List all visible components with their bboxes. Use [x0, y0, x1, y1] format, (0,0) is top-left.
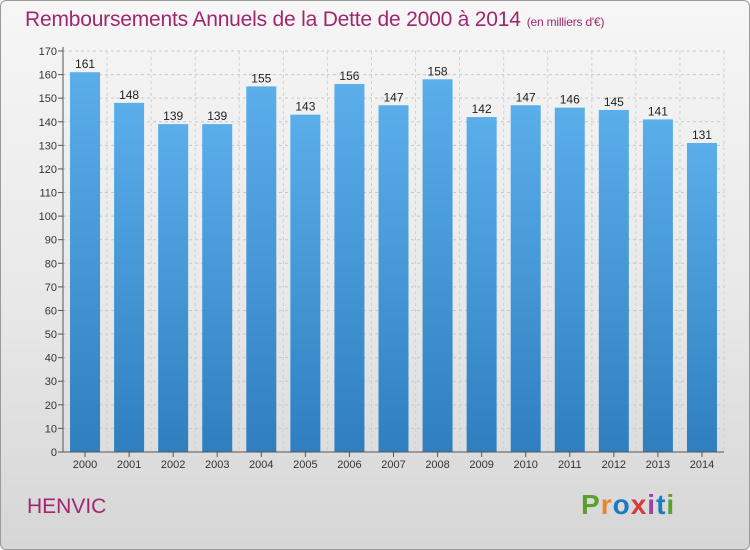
x-tick-label-2010: 2010 — [513, 459, 537, 471]
bar-2005[interactable] — [290, 114, 321, 452]
x-tick-label-2014: 2014 — [690, 459, 714, 471]
logo-letter-2: o — [612, 489, 631, 520]
logo-letter-4: i — [647, 489, 657, 520]
y-tick-label-40: 40 — [45, 353, 57, 365]
x-tick-label-2003: 2003 — [205, 459, 229, 471]
y-tick-label-90: 90 — [45, 235, 57, 247]
value-label-2001: 148 — [119, 88, 139, 102]
logo-letter-5: t — [656, 489, 667, 520]
y-tick-label-120: 120 — [39, 164, 57, 176]
y-tick-label-60: 60 — [45, 305, 57, 317]
y-tick-label-100: 100 — [39, 211, 57, 223]
x-tick-label-2001: 2001 — [117, 459, 141, 471]
bar-2012[interactable] — [598, 109, 629, 453]
x-tick-label-2008: 2008 — [425, 459, 449, 471]
y-tick-label-110: 110 — [39, 188, 57, 200]
value-label-2011: 146 — [560, 93, 580, 107]
y-tick-label-20: 20 — [45, 400, 57, 412]
x-tick-label-2013: 2013 — [646, 459, 670, 471]
logo-letter-6: i — [666, 489, 676, 520]
y-tick-label-80: 80 — [45, 258, 57, 270]
value-label-2009: 142 — [472, 102, 492, 116]
bar-2008[interactable] — [422, 79, 453, 453]
x-tick-label-2009: 2009 — [469, 459, 493, 471]
y-tick-label-10: 10 — [45, 423, 57, 435]
bar-2014[interactable] — [686, 142, 717, 452]
logo-letter-0: P — [581, 489, 601, 520]
bar-2010[interactable] — [510, 105, 541, 453]
value-label-2012: 145 — [604, 95, 624, 109]
bar-2011[interactable] — [554, 107, 585, 453]
bars-layer: 161 148 139 139 155 143 156 147 158 142 147 146 145 1… — [70, 57, 717, 453]
axis-layer: 0 10 20 30 40 50 60 70 80 90 100 110 120 130 140 150 160… — [39, 46, 724, 471]
value-label-2003: 139 — [207, 109, 227, 123]
y-tick-label-150: 150 — [39, 93, 57, 105]
value-label-2013: 141 — [648, 104, 668, 118]
bar-2009[interactable] — [466, 117, 497, 452]
x-tick-label-2005: 2005 — [293, 459, 317, 471]
bar-2000[interactable] — [70, 72, 101, 453]
value-label-2002: 139 — [163, 109, 183, 123]
y-tick-label-130: 130 — [39, 140, 57, 152]
y-tick-label-0: 0 — [51, 447, 57, 459]
value-label-2000: 161 — [75, 57, 95, 71]
bar-2013[interactable] — [642, 119, 673, 452]
chart-title: Remboursements Annuels de la Dette de 20… — [25, 8, 604, 32]
logo-letter-3: x — [630, 489, 648, 520]
value-label-2004: 155 — [251, 71, 271, 85]
commune-name: HENVIC — [27, 495, 107, 518]
bar-2001[interactable] — [114, 102, 145, 453]
value-label-2006: 156 — [339, 69, 359, 83]
value-label-2005: 143 — [295, 100, 315, 114]
value-label-2008: 158 — [428, 64, 448, 78]
x-tick-label-2000: 2000 — [73, 459, 97, 471]
logo-letter-1: r — [600, 489, 613, 520]
bar-2007[interactable] — [378, 105, 409, 453]
y-tick-label-160: 160 — [39, 70, 57, 82]
y-tick-label-70: 70 — [45, 282, 57, 294]
bar-2002[interactable] — [158, 124, 189, 452]
x-tick-label-2007: 2007 — [381, 459, 405, 471]
x-tick-label-2011: 2011 — [558, 459, 582, 471]
x-tick-label-2012: 2012 — [602, 459, 626, 471]
x-tick-label-2006: 2006 — [337, 459, 361, 471]
chart-subtitle: (en milliers d'€) — [526, 15, 605, 29]
value-label-2014: 131 — [692, 128, 712, 142]
x-tick-label-2004: 2004 — [249, 459, 273, 471]
proxiti-logo[interactable]: Proxiti — [581, 489, 675, 521]
bar-2004[interactable] — [246, 86, 277, 452]
value-label-2007: 147 — [383, 90, 403, 104]
value-label-2010: 147 — [516, 90, 536, 104]
y-tick-label-170: 170 — [39, 46, 57, 58]
x-tick-label-2002: 2002 — [161, 459, 185, 471]
bar-2003[interactable] — [202, 124, 233, 452]
y-tick-label-30: 30 — [45, 376, 57, 388]
chart-title-text: Remboursements Annuels de la Dette de 20… — [25, 8, 521, 31]
y-tick-label-50: 50 — [45, 329, 57, 341]
bar-2006[interactable] — [334, 84, 365, 452]
y-tick-label-140: 140 — [39, 117, 57, 129]
